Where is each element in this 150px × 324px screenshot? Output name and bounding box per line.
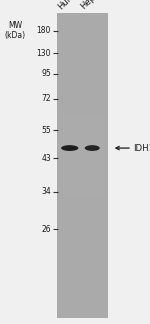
Text: 43: 43 bbox=[41, 154, 51, 163]
Text: 34: 34 bbox=[41, 187, 51, 196]
Bar bbox=[57, 33, 108, 53]
Text: 130: 130 bbox=[36, 49, 51, 58]
Text: MW
(kDa): MW (kDa) bbox=[4, 21, 26, 40]
Bar bbox=[57, 13, 108, 318]
Ellipse shape bbox=[85, 145, 100, 151]
Bar bbox=[57, 13, 108, 33]
Bar bbox=[57, 236, 108, 257]
Bar bbox=[57, 74, 108, 94]
Bar bbox=[57, 196, 108, 216]
Text: Huh-7: Huh-7 bbox=[57, 0, 81, 11]
Bar bbox=[57, 216, 108, 236]
Bar bbox=[57, 175, 108, 196]
Text: HepG2: HepG2 bbox=[79, 0, 106, 11]
Bar bbox=[57, 135, 108, 155]
Bar bbox=[57, 94, 108, 114]
Bar bbox=[57, 297, 108, 318]
Text: IDH1: IDH1 bbox=[134, 144, 150, 153]
Bar bbox=[57, 114, 108, 135]
Bar bbox=[57, 53, 108, 74]
Text: 26: 26 bbox=[41, 225, 51, 234]
Text: 55: 55 bbox=[41, 126, 51, 135]
Bar bbox=[57, 257, 108, 277]
Text: 95: 95 bbox=[41, 69, 51, 78]
Bar bbox=[57, 277, 108, 297]
Bar bbox=[57, 155, 108, 175]
Ellipse shape bbox=[61, 145, 78, 151]
Text: 72: 72 bbox=[41, 94, 51, 103]
Text: 180: 180 bbox=[37, 26, 51, 35]
